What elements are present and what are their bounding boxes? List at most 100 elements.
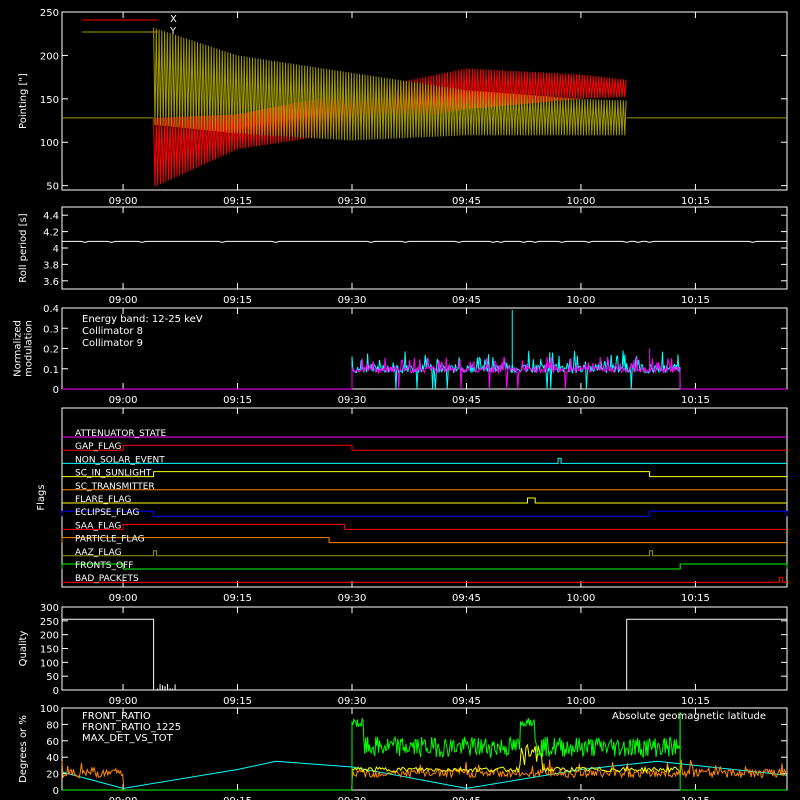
flag-line-BAD_PACKETS [62, 576, 787, 583]
flag-label: SC_IN_SUNLIGHT [75, 469, 152, 479]
flag-label: GAP_FLAG [75, 442, 121, 452]
roll-period-line [62, 240, 787, 243]
flag-line-FRONTS_OFF [61, 563, 788, 570]
y-tick-label: 250 [40, 617, 59, 628]
y-tick-label: 0 [53, 786, 59, 797]
degrees-legend-FRONT_RATIO: FRONT_RATIO [82, 711, 151, 722]
x-tick-label: 09:30 [338, 395, 367, 406]
panel-frame-3 [61, 407, 788, 588]
panel-frame-5 [61, 707, 788, 791]
panel-frame-0 [61, 11, 788, 191]
flag-label: FLARE_FLAG [75, 495, 131, 505]
legend-label-X: X [170, 14, 177, 25]
x-tick-label: 10:15 [681, 395, 710, 406]
flag-line-GAP_FLAG [62, 444, 787, 451]
x-tick-label: 09:00 [109, 696, 138, 707]
flag-line-SC_IN_SUNLIGHT [62, 471, 787, 478]
y-tick-label: 0.1 [43, 365, 59, 376]
flag-label: FRONTS_OFF [75, 561, 133, 571]
y-tick-label: 80 [46, 720, 59, 731]
y-tick-label: 0.4 [43, 304, 59, 315]
y-tick-label: 100 [40, 704, 59, 715]
x-tick-label: 10:15 [681, 593, 710, 604]
flag-label: ECLIPSE_FLAG [75, 508, 139, 518]
y-axis-label: Roll period [s] [18, 213, 29, 282]
x-tick-label: 10:15 [681, 696, 710, 707]
y-tick-label: 3.6 [43, 277, 59, 288]
y-tick-label: 0.2 [43, 345, 59, 356]
flag-label: SAA_FLAG [75, 521, 121, 531]
y-tick-label: 150 [40, 95, 59, 106]
y-tick-label: 200 [40, 51, 59, 62]
y-tick-label: 100 [40, 658, 59, 669]
y-axis-label: Flags [36, 484, 47, 510]
modulation-series-0 [62, 350, 787, 390]
y-tick-label: 300 [40, 603, 59, 614]
x-tick-label: 09:45 [452, 196, 481, 207]
x-tick-label: 10:00 [567, 196, 596, 207]
flag-line-SAA_FLAG [62, 523, 787, 530]
max-det-line [61, 759, 788, 791]
x-tick-label: 09:45 [452, 696, 481, 707]
y-tick-label: 50 [46, 182, 59, 193]
flag-line-AAZ_FLAG [62, 550, 787, 557]
y-tick-label: 250 [40, 8, 59, 19]
flag-label: NON_SOLAR_EVENT [75, 455, 165, 465]
y-tick-label: 4.2 [43, 228, 59, 239]
y-tick-label: 4.4 [43, 211, 59, 222]
modulation-legend-0: Collimator 8 [82, 326, 143, 337]
x-tick-label: 09:00 [109, 395, 138, 406]
x-tick-label: 09:15 [223, 295, 252, 306]
flag-label: SC_TRANSMITTER [75, 482, 155, 492]
y-axis-label: Normalized [13, 320, 24, 377]
x-tick-label: 09:30 [338, 796, 367, 800]
x-tick-label: 09:00 [109, 593, 138, 604]
x-tick-label: 09:30 [338, 696, 367, 707]
degrees-legend-FRONT_RATIO_1225: FRONT_RATIO_1225 [82, 722, 181, 733]
x-tick-label: 09:45 [452, 796, 481, 800]
y-tick-label: 0.3 [43, 324, 59, 335]
x-tick-label: 10:00 [567, 295, 596, 306]
y-tick-label: 200 [40, 631, 59, 642]
y-axis-label: Quality [18, 631, 29, 667]
x-tick-label: 10:15 [681, 796, 710, 800]
x-tick-label: 10:15 [681, 295, 710, 306]
flag-label: BAD_PACKETS [75, 574, 139, 584]
pointing-series-Y [153, 27, 627, 141]
flag-line-ECLIPSE_FLAG [61, 510, 788, 517]
y-axis-label: modulation [24, 320, 35, 377]
modulation-annotation: Energy band: 12-25 keV [82, 314, 203, 325]
y-tick-label: 50 [46, 672, 59, 683]
degrees-legend-MAX_DET_VS_TOT: MAX_DET_VS_TOT [82, 733, 174, 744]
x-tick-label: 09:00 [109, 796, 138, 800]
x-tick-label: 09:00 [109, 295, 138, 306]
y-axis-label: Degrees or % [18, 715, 29, 783]
x-tick-label: 10:00 [567, 796, 596, 800]
flag-label: AAZ_FLAG [75, 548, 122, 558]
x-tick-label: 09:45 [452, 395, 481, 406]
x-tick-label: 09:45 [452, 593, 481, 604]
modulation-series-1 [62, 356, 787, 390]
y-axis-label: Pointing ["] [18, 73, 29, 129]
flag-label: PARTICLE_FLAG [75, 535, 145, 545]
y-tick-label: 4 [53, 244, 59, 255]
y-tick-label: 60 [46, 737, 59, 748]
modulation-legend-1: Collimator 9 [82, 338, 143, 349]
geomag-annotation: Absolute geomagnetic latitude [612, 711, 766, 722]
x-tick-label: 09:15 [223, 395, 252, 406]
x-tick-label: 09:15 [223, 796, 252, 800]
x-tick-label: 09:15 [223, 593, 252, 604]
quality-line [62, 618, 787, 691]
flag-line-PARTICLE_FLAG [61, 537, 787, 544]
y-tick-label: 0 [53, 686, 59, 697]
front-ratio-line [351, 743, 679, 774]
x-tick-label: 09:30 [338, 295, 367, 306]
y-tick-label: 20 [46, 770, 59, 781]
x-tick-label: 09:00 [109, 196, 138, 207]
flag-line-NON_SOLAR_EVENT [62, 457, 787, 464]
x-tick-label: 10:00 [567, 696, 596, 707]
x-tick-label: 10:00 [567, 395, 596, 406]
flag-label: ATTENUATOR_STATE [75, 429, 167, 439]
y-tick-label: 150 [40, 645, 59, 656]
x-tick-label: 09:45 [452, 295, 481, 306]
